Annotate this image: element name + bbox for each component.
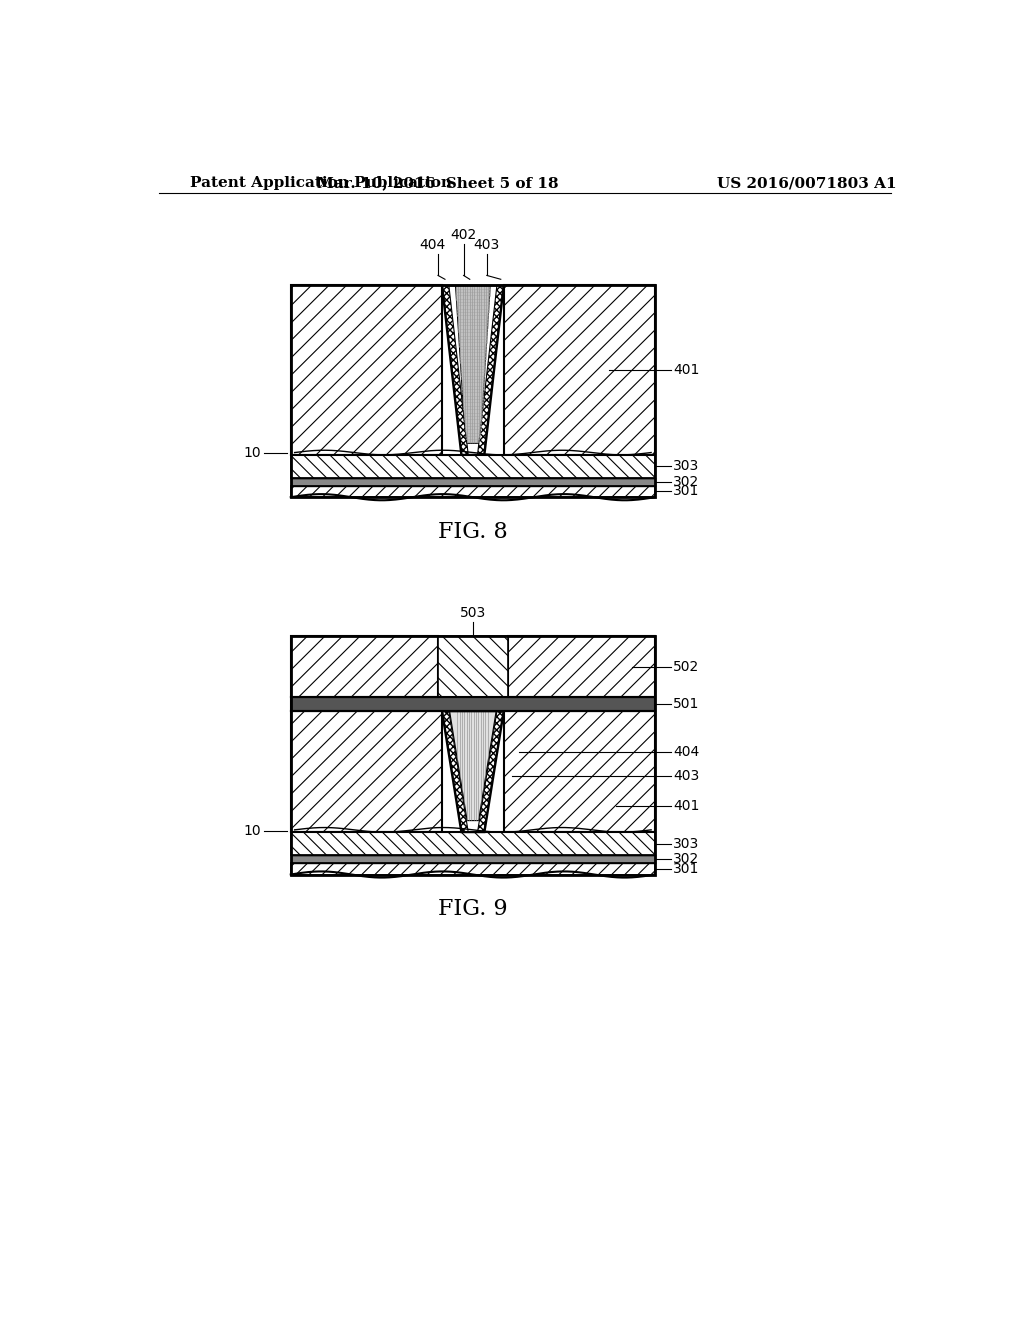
Text: 503: 503 (460, 606, 486, 620)
Polygon shape (504, 285, 655, 455)
Text: 402: 402 (451, 228, 477, 243)
Text: Mar. 10, 2016  Sheet 5 of 18: Mar. 10, 2016 Sheet 5 of 18 (317, 176, 559, 190)
Text: 404: 404 (420, 239, 445, 252)
Polygon shape (477, 711, 503, 832)
Bar (291, 285, 655, 498)
Polygon shape (438, 636, 508, 697)
Text: Patent Application Publication: Patent Application Publication (190, 176, 452, 190)
Text: 303: 303 (673, 459, 699, 474)
Text: 10: 10 (244, 824, 261, 838)
Polygon shape (442, 711, 468, 832)
Text: 404: 404 (673, 746, 699, 759)
Bar (291, 855, 655, 863)
Polygon shape (291, 711, 442, 832)
Text: 403: 403 (474, 239, 500, 252)
Polygon shape (504, 711, 655, 832)
Text: 303: 303 (673, 837, 699, 850)
Text: 302: 302 (673, 853, 699, 866)
Text: 502: 502 (673, 660, 699, 673)
Polygon shape (456, 285, 490, 444)
Text: FIG. 8: FIG. 8 (438, 521, 508, 543)
Polygon shape (442, 285, 468, 455)
Text: 301: 301 (673, 862, 699, 875)
Text: 301: 301 (673, 484, 699, 499)
Text: 403: 403 (673, 768, 699, 783)
Polygon shape (291, 455, 655, 478)
Bar (291, 478, 655, 486)
Polygon shape (450, 711, 496, 821)
Polygon shape (291, 486, 655, 498)
Polygon shape (291, 285, 442, 455)
Polygon shape (477, 285, 503, 455)
Text: 401: 401 (673, 800, 699, 813)
Polygon shape (291, 832, 655, 855)
Text: US 2016/0071803 A1: US 2016/0071803 A1 (717, 176, 897, 190)
Text: 302: 302 (673, 475, 699, 488)
Bar (291, 697, 655, 711)
Text: 10: 10 (244, 446, 261, 461)
Text: 401: 401 (673, 363, 699, 378)
Polygon shape (291, 636, 438, 697)
Polygon shape (291, 863, 655, 875)
Polygon shape (508, 636, 655, 697)
Text: FIG. 9: FIG. 9 (438, 898, 508, 920)
Bar (291, 636, 655, 875)
Text: 501: 501 (673, 697, 699, 711)
